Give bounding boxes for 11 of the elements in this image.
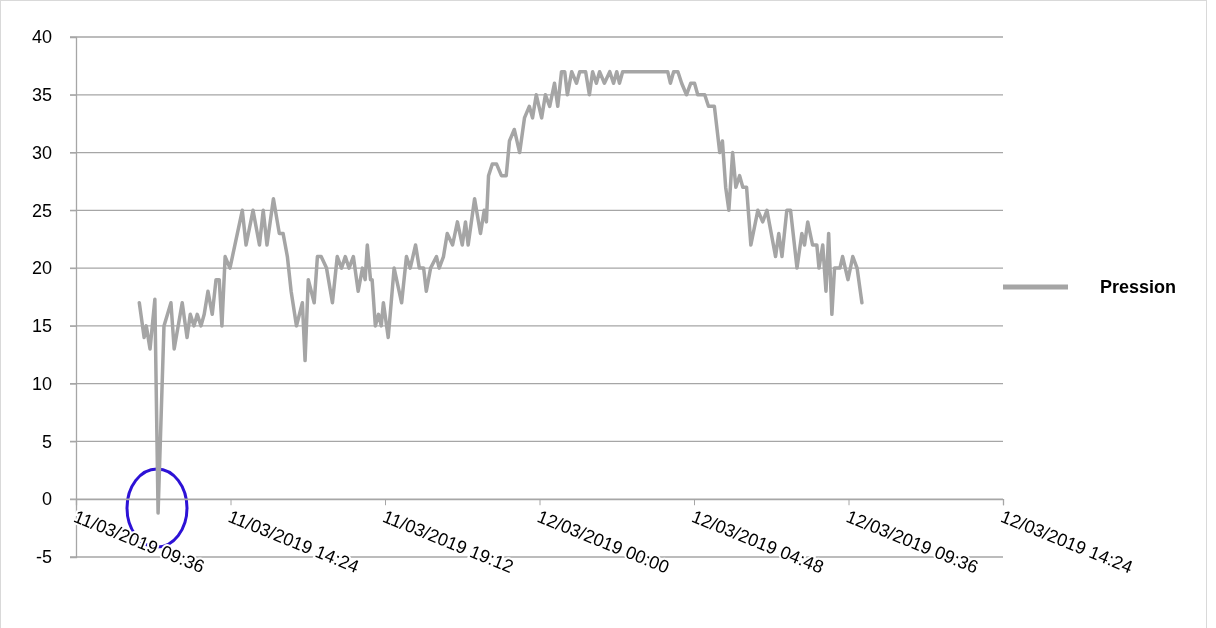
- y-tick-label: -5: [35, 547, 52, 568]
- y-tick-label: 35: [31, 85, 52, 106]
- y-tick-label: 5: [41, 431, 52, 452]
- y-tick-label: 40: [31, 27, 52, 48]
- y-tick-label: 25: [31, 200, 52, 221]
- legend-label: Pression: [1100, 277, 1177, 297]
- y-tick-label: 15: [31, 316, 52, 337]
- y-tick-label: 20: [31, 258, 52, 279]
- y-tick-label: 10: [31, 373, 52, 394]
- y-tick-label: 30: [31, 142, 52, 163]
- y-tick-label: 0: [41, 489, 52, 510]
